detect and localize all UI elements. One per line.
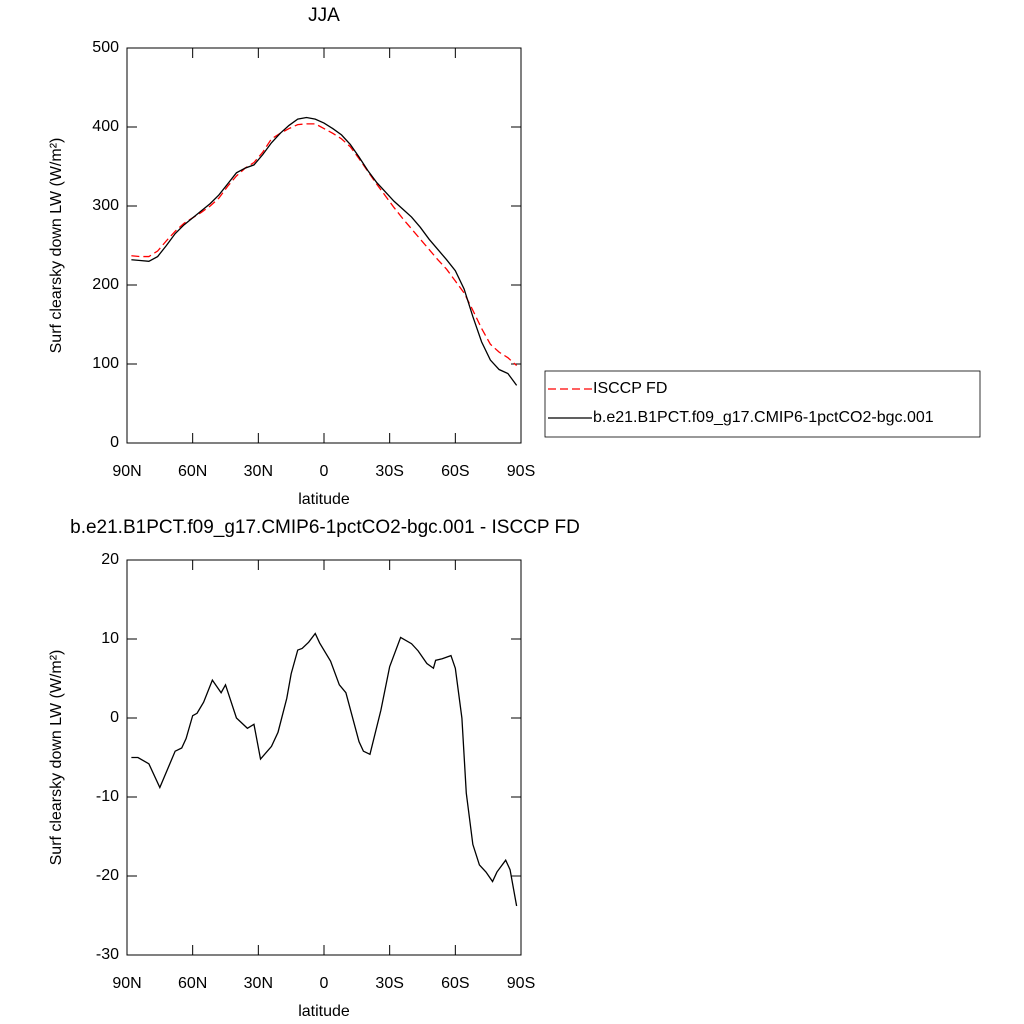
y-tick-label: 500 (92, 39, 119, 56)
x-tick-label: 30S (375, 975, 403, 992)
x-tick-label: 30N (244, 463, 273, 480)
x-tick-label: 90N (112, 975, 141, 992)
x-tick-label: 90N (112, 463, 141, 480)
x-tick-label: 60N (178, 463, 207, 480)
data-line (131, 632, 518, 907)
x-axis-label: latitude (298, 1003, 350, 1020)
x-axis-label: latitude (298, 491, 350, 508)
legend-label: b.e21.B1PCT.f09_g17.CMIP6-1pctCO2-bgc.00… (593, 409, 934, 426)
x-tick-label: 60S (441, 463, 469, 480)
x-tick-label: 30S (375, 463, 403, 480)
y-tick-label: -10 (96, 788, 119, 805)
legend-label: ISCCP FD (593, 380, 667, 397)
plot-frame (126, 559, 522, 956)
chart-title: b.e21.B1PCT.f09_g17.CMIP6-1pctCO2-bgc.00… (70, 517, 580, 538)
y-tick-label: -30 (96, 946, 119, 963)
x-tick-label: 0 (320, 463, 329, 480)
y-tick-label: 0 (110, 709, 119, 726)
data-line (131, 116, 518, 386)
x-tick-label: 0 (320, 975, 329, 992)
chart-title: JJA (308, 5, 340, 26)
plot-frame (126, 47, 522, 444)
y-axis-label: Surf clearsky down LW (W/m²) (48, 650, 65, 866)
y-tick-label: 200 (92, 276, 119, 293)
x-tick-label: 60S (441, 975, 469, 992)
x-tick-label: 30N (244, 975, 273, 992)
y-axis-label: Surf clearsky down LW (W/m²) (48, 138, 65, 354)
legend-box (544, 370, 981, 438)
y-tick-label: 0 (110, 434, 119, 451)
y-tick-label: 400 (92, 118, 119, 135)
data-line (131, 123, 518, 367)
x-tick-label: 60N (178, 975, 207, 992)
y-tick-label: 100 (92, 355, 119, 372)
x-tick-label: 90S (507, 463, 535, 480)
y-tick-label: -20 (96, 867, 119, 884)
y-tick-label: 300 (92, 197, 119, 214)
x-tick-label: 90S (507, 975, 535, 992)
y-tick-label: 10 (101, 630, 119, 647)
y-tick-label: 20 (101, 551, 119, 568)
